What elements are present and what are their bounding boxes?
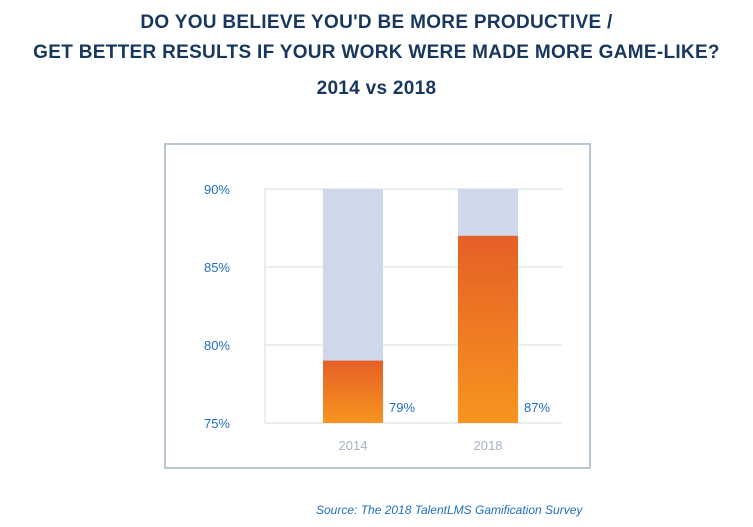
chart-title-line-2: GET BETTER RESULTS IF YOUR WORK WERE MAD… (33, 42, 720, 63)
y-tick-label: 75% (204, 416, 230, 431)
data-label: 87% (524, 400, 550, 415)
bar (458, 235, 518, 423)
x-tick-label: 2014 (339, 438, 368, 453)
data-label: 79% (389, 400, 415, 415)
chart-panel (164, 143, 591, 469)
x-tick-label: 2018 (474, 438, 503, 453)
y-tick-label: 80% (204, 338, 230, 353)
y-tick-label: 85% (204, 260, 230, 275)
chart-subtitle: 2014 vs 2018 (316, 78, 437, 99)
bar (323, 360, 383, 423)
source-note: Source: The 2018 TalentLMS Gamification … (316, 503, 583, 517)
y-tick-label: 90% (204, 182, 230, 197)
chart-title-line-1: DO YOU BELIEVE YOU'D BE MORE PRODUCTIVE … (140, 12, 613, 33)
